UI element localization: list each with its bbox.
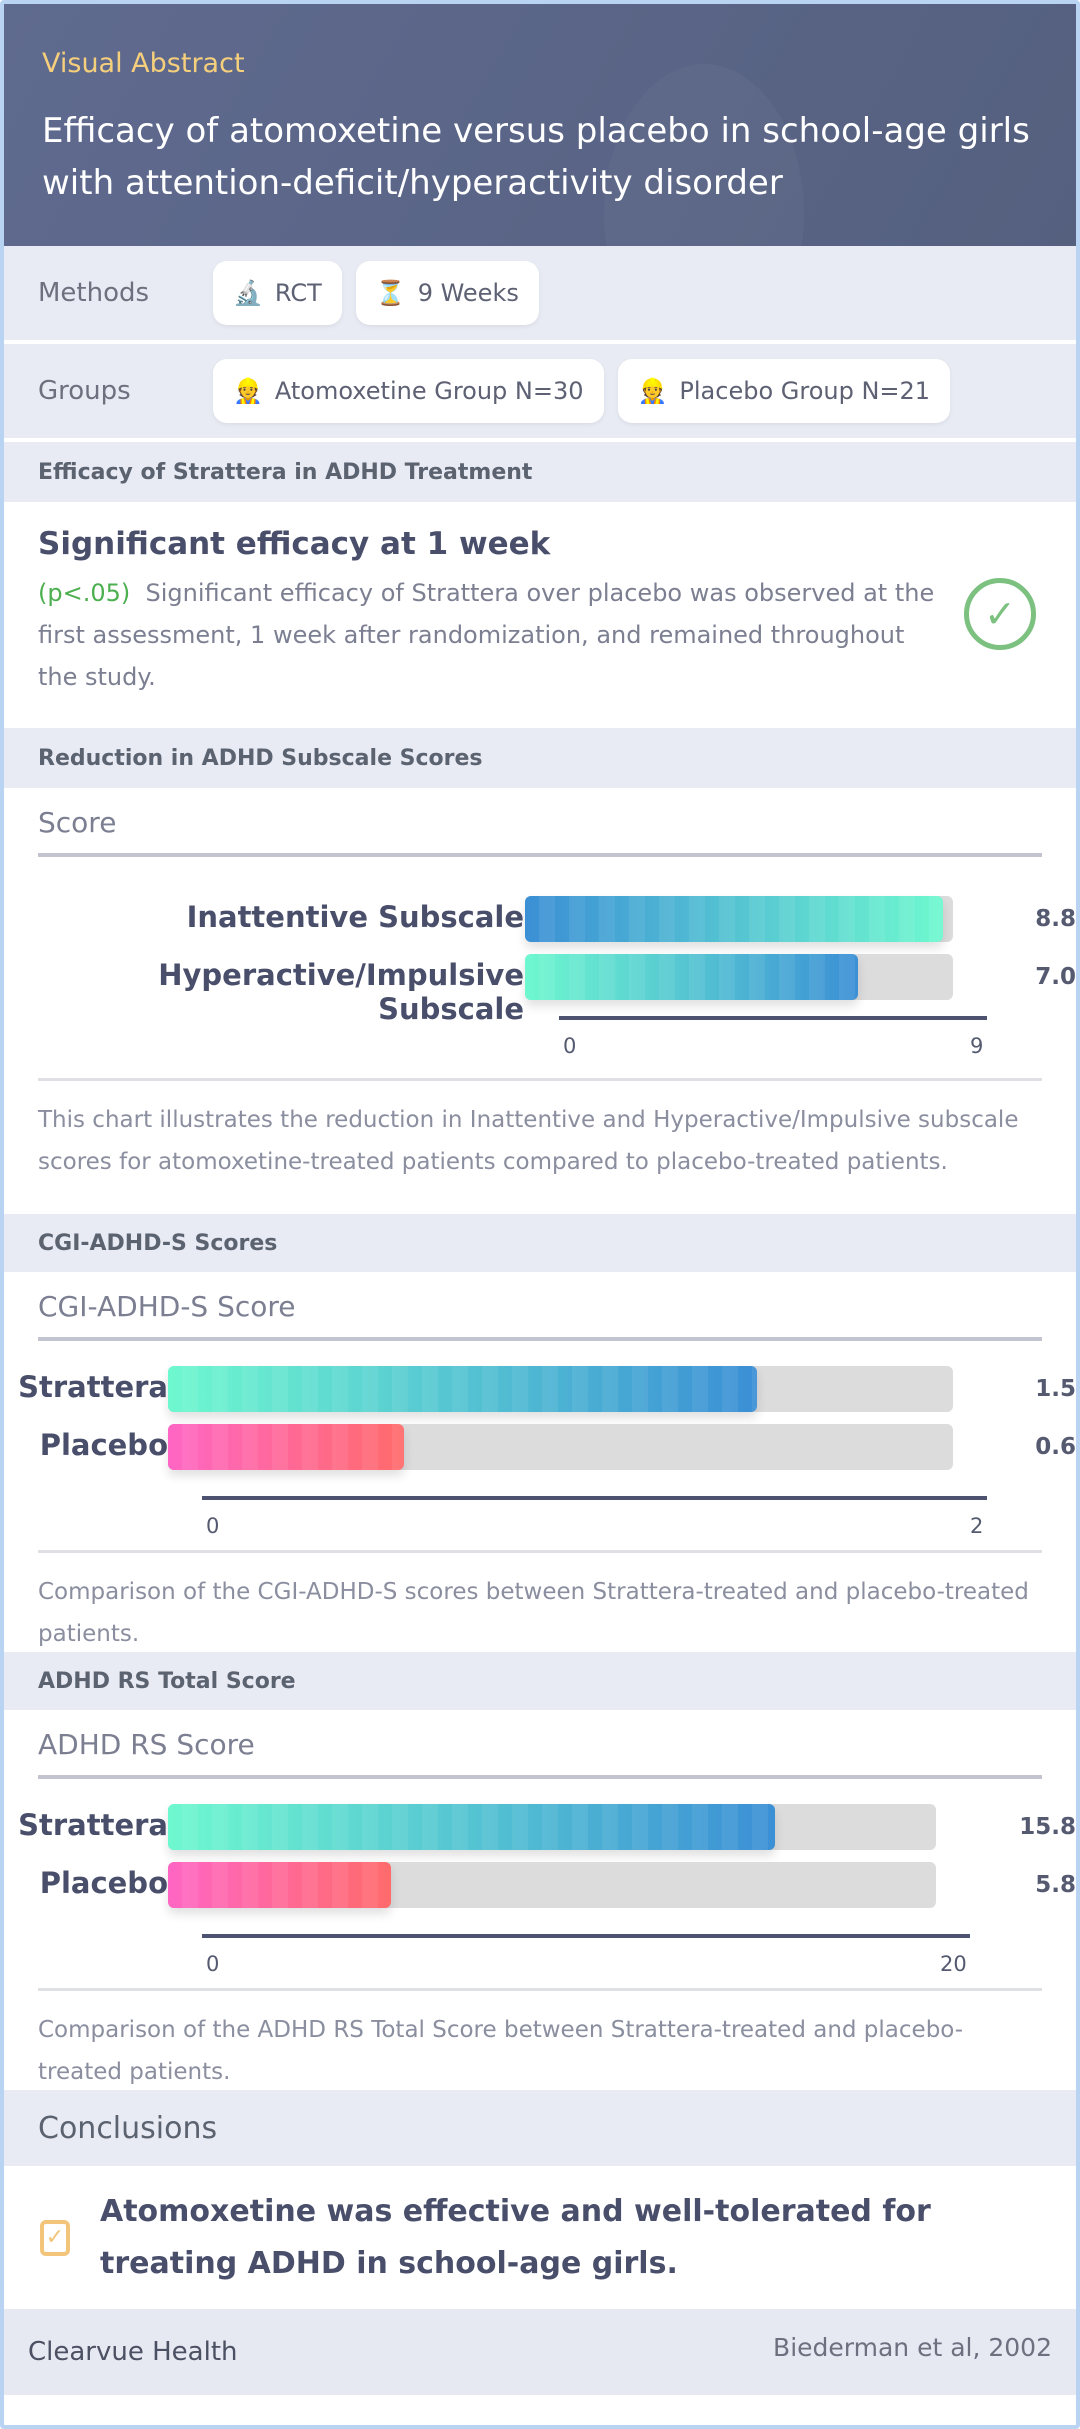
bar	[168, 1862, 391, 1908]
chip-text: Atomoxetine Group N=30	[274, 377, 584, 405]
bar-label: Strattera	[18, 1370, 168, 1404]
bar-label: Placebo	[39, 1428, 168, 1462]
p-value: (p<.05)	[38, 579, 131, 607]
bar-track	[525, 954, 953, 1000]
chip-text: 9 Weeks	[417, 279, 519, 307]
x-tick-label: 20	[940, 1952, 967, 1976]
chip-text: Placebo Group N=21	[679, 377, 931, 405]
chart-title: ADHD RS Score	[38, 1728, 1042, 1779]
method-chip-rct: 🔬 RCT	[213, 261, 342, 325]
groups-row: Groups 👷 Atomoxetine Group N=30 👷 Placebo …	[4, 344, 1076, 442]
efficacy-card: Significant efficacy at 1 week (p<.05) S…	[4, 502, 1076, 728]
bar-chart: CGI-ADHD-S Score Strattera 1.5 Placebo 0.6…	[4, 1272, 1076, 1652]
x-tick-label: 9	[970, 1034, 984, 1058]
section-header-chart: CGI-ADHD-S Scores	[4, 1214, 1076, 1272]
x-tick-label: 0	[563, 1034, 577, 1058]
bar-label: Strattera	[18, 1808, 168, 1842]
bar-value: 5.8	[1035, 1872, 1076, 1898]
brand: Clearvue Health	[28, 2337, 238, 2367]
chart-title: Score	[38, 806, 1042, 857]
efficacy-body: Significant efficacy of Strattera over p…	[38, 579, 935, 691]
check-circle-icon: ✓	[964, 578, 1036, 650]
bar-track	[168, 1804, 936, 1850]
efficacy-heading: Significant efficacy at 1 week	[38, 526, 551, 562]
kicker: Visual Abstract	[42, 48, 245, 79]
header: Visual Abstract Efficacy of atomoxetine …	[4, 4, 1076, 246]
x-tick-label: 0	[206, 1514, 220, 1538]
bar-value: 1.5	[1035, 1376, 1076, 1402]
group-chip-atomoxetine: 👷 Atomoxetine Group N=30	[213, 359, 604, 423]
bar	[525, 896, 944, 942]
bar-row: Strattera 15.8	[4, 1804, 1076, 1850]
person-icon: 👷	[233, 377, 263, 405]
x-tick-label: 2	[970, 1514, 984, 1538]
x-axis	[202, 1496, 987, 1500]
x-axis	[559, 1016, 987, 1020]
bar-row: Inattentive Subscale 8.8	[4, 896, 1076, 942]
methods-row: Methods 🔬 RCT ⏳ 9 Weeks	[4, 246, 1076, 344]
conclusion-text: Atomoxetine was effective and well-toler…	[100, 2193, 931, 2281]
bar-track	[168, 1366, 953, 1412]
bar-row: Hyperactive/Impulsive Subscale 7.0	[4, 954, 1076, 1026]
bar-track	[168, 1862, 936, 1908]
group-chip-placebo: 👷 Placebo Group N=21	[617, 359, 951, 423]
citation: Biederman et al, 2002	[773, 2332, 1052, 2362]
methods-label: Methods	[38, 278, 150, 308]
efficacy-text: (p<.05) Significant efficacy of Stratter…	[38, 572, 938, 698]
x-tick-label: 0	[206, 1952, 220, 1976]
bar-chart: ADHD RS Score Strattera 15.8 Placebo 5.8 0 2…	[4, 1710, 1076, 2090]
bar-row: Strattera 1.5	[4, 1366, 1076, 1412]
bar-label: Inattentive Subscale	[186, 900, 524, 934]
bar-value: 7.0	[1035, 964, 1076, 990]
bar-value: 15.8	[1019, 1814, 1076, 1840]
bar	[168, 1424, 404, 1470]
x-axis	[202, 1934, 970, 1938]
chart-description: This chart illustrates the reduction in …	[38, 1078, 1042, 1183]
bar-track	[168, 1424, 953, 1470]
conclusions-header: Conclusions	[4, 2090, 1076, 2166]
chip-text: RCT	[274, 279, 322, 307]
footer: Clearvue Health Biederman et al, 2002	[4, 2309, 1076, 2395]
method-chip-duration: ⏳ 9 Weeks	[355, 261, 539, 325]
chart-description: Comparison of the CGI-ADHD-S scores betw…	[38, 1550, 1042, 1655]
bar-row: Placebo 5.8	[4, 1862, 1076, 1908]
microscope-icon: 🔬	[233, 279, 263, 307]
bar	[525, 954, 858, 1000]
bar	[168, 1366, 757, 1412]
checkbox-icon: ✓	[40, 2219, 70, 2256]
bar	[168, 1804, 775, 1850]
page-title: Efficacy of atomoxetine versus placebo i…	[42, 111, 1030, 203]
chart-description: Comparison of the ADHD RS Total Score be…	[38, 1988, 1042, 2093]
groups-label: Groups	[38, 376, 131, 406]
person-icon: 👷	[637, 377, 668, 405]
section-header-chart: ADHD RS Total Score	[4, 1652, 1076, 1710]
section-header-chart: Reduction in ADHD Subscale Scores	[4, 728, 1076, 788]
bar-value: 0.6	[1035, 1434, 1076, 1460]
bar-label: Placebo	[39, 1866, 168, 1900]
section-header-efficacy: Efficacy of Strattera in ADHD Treatment	[4, 442, 1076, 502]
bar-chart: Score Inattentive Subscale 8.8 Hyperactive…	[4, 788, 1076, 1214]
chart-title: CGI-ADHD-S Score	[38, 1290, 1042, 1341]
bar-track	[525, 896, 953, 942]
bar-label: Hyperactive/Impulsive Subscale	[158, 958, 524, 1026]
hourglass-icon: ⏳	[375, 279, 406, 307]
conclusion-item: ✓ Atomoxetine was effective and well-tol…	[4, 2166, 1076, 2309]
bar-value: 8.8	[1035, 906, 1076, 932]
bar-row: Placebo 0.6	[4, 1424, 1076, 1470]
